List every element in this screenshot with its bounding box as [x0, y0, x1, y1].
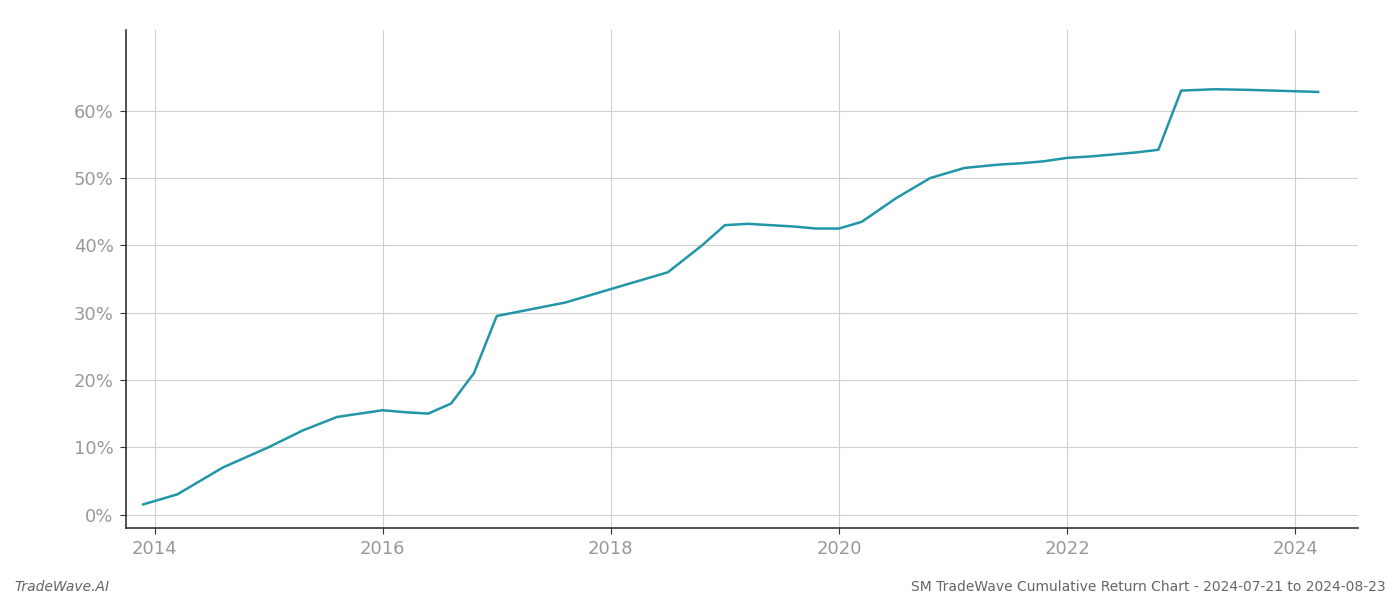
Text: TradeWave.AI: TradeWave.AI: [14, 580, 109, 594]
Text: SM TradeWave Cumulative Return Chart - 2024-07-21 to 2024-08-23: SM TradeWave Cumulative Return Chart - 2…: [911, 580, 1386, 594]
